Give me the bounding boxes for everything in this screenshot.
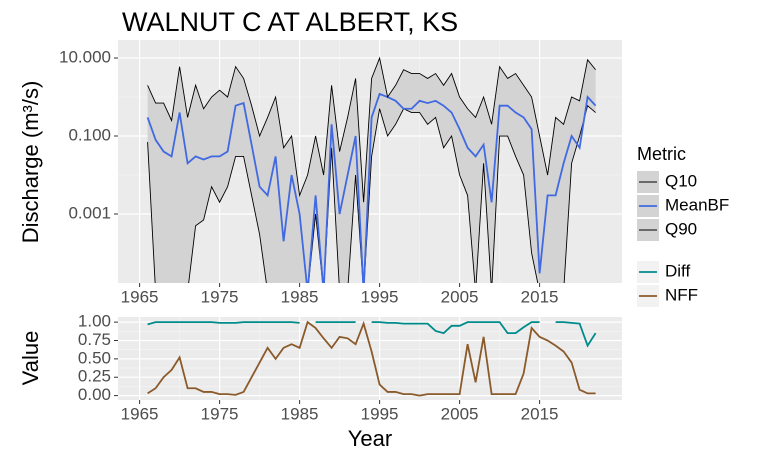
plot-area bbox=[146, 56, 597, 283]
series-line bbox=[147, 56, 596, 203]
y-tick-label: 0.100 bbox=[68, 125, 111, 144]
x-tick-label: 1965 bbox=[121, 287, 159, 306]
x-axis-title: Year bbox=[348, 426, 392, 451]
x-tick-label: 1985 bbox=[281, 287, 319, 306]
y-tick-label: 10.000 bbox=[59, 48, 111, 67]
x-tick-label: 2005 bbox=[441, 287, 479, 306]
x-tick-label: 1965 bbox=[121, 404, 159, 423]
series-line bbox=[147, 320, 596, 397]
y-tick-label: 0.25 bbox=[78, 367, 111, 386]
y-axis-title: Value bbox=[18, 331, 43, 386]
y-tick-label: 0.75 bbox=[78, 330, 111, 349]
y-tick-label: 0.50 bbox=[78, 348, 111, 367]
y-axis-title: Discharge (m³/s) bbox=[18, 81, 43, 244]
x-tick-label: 2015 bbox=[521, 287, 559, 306]
series-line bbox=[146, 92, 597, 283]
band bbox=[147, 58, 596, 283]
legend-label: NFF bbox=[665, 285, 698, 304]
legend-title: Metric bbox=[637, 144, 686, 164]
plot-area bbox=[147, 320, 597, 397]
x-tick-label: 1975 bbox=[201, 287, 239, 306]
x-tick-label: 1995 bbox=[361, 287, 399, 306]
x-tick-label: 1975 bbox=[201, 404, 239, 423]
legend-label: MeanBF bbox=[665, 195, 729, 214]
x-tick-label: 2015 bbox=[521, 404, 559, 423]
legend-label: Q10 bbox=[665, 171, 697, 190]
series-line bbox=[147, 321, 597, 348]
y-tick-label: 1.00 bbox=[78, 312, 111, 331]
x-tick-label: 2005 bbox=[441, 404, 479, 423]
series-line bbox=[147, 104, 596, 283]
y-tick-label: 0.00 bbox=[78, 385, 111, 404]
chart-title: WALNUT C AT ALBERT, KS bbox=[122, 7, 458, 37]
x-tick-label: 1985 bbox=[281, 404, 319, 423]
x-tick-label: 1995 bbox=[361, 404, 399, 423]
y-tick-label: 0.001 bbox=[68, 203, 111, 222]
legend-label: Diff bbox=[665, 261, 690, 280]
legend-label: Q90 bbox=[665, 219, 697, 238]
